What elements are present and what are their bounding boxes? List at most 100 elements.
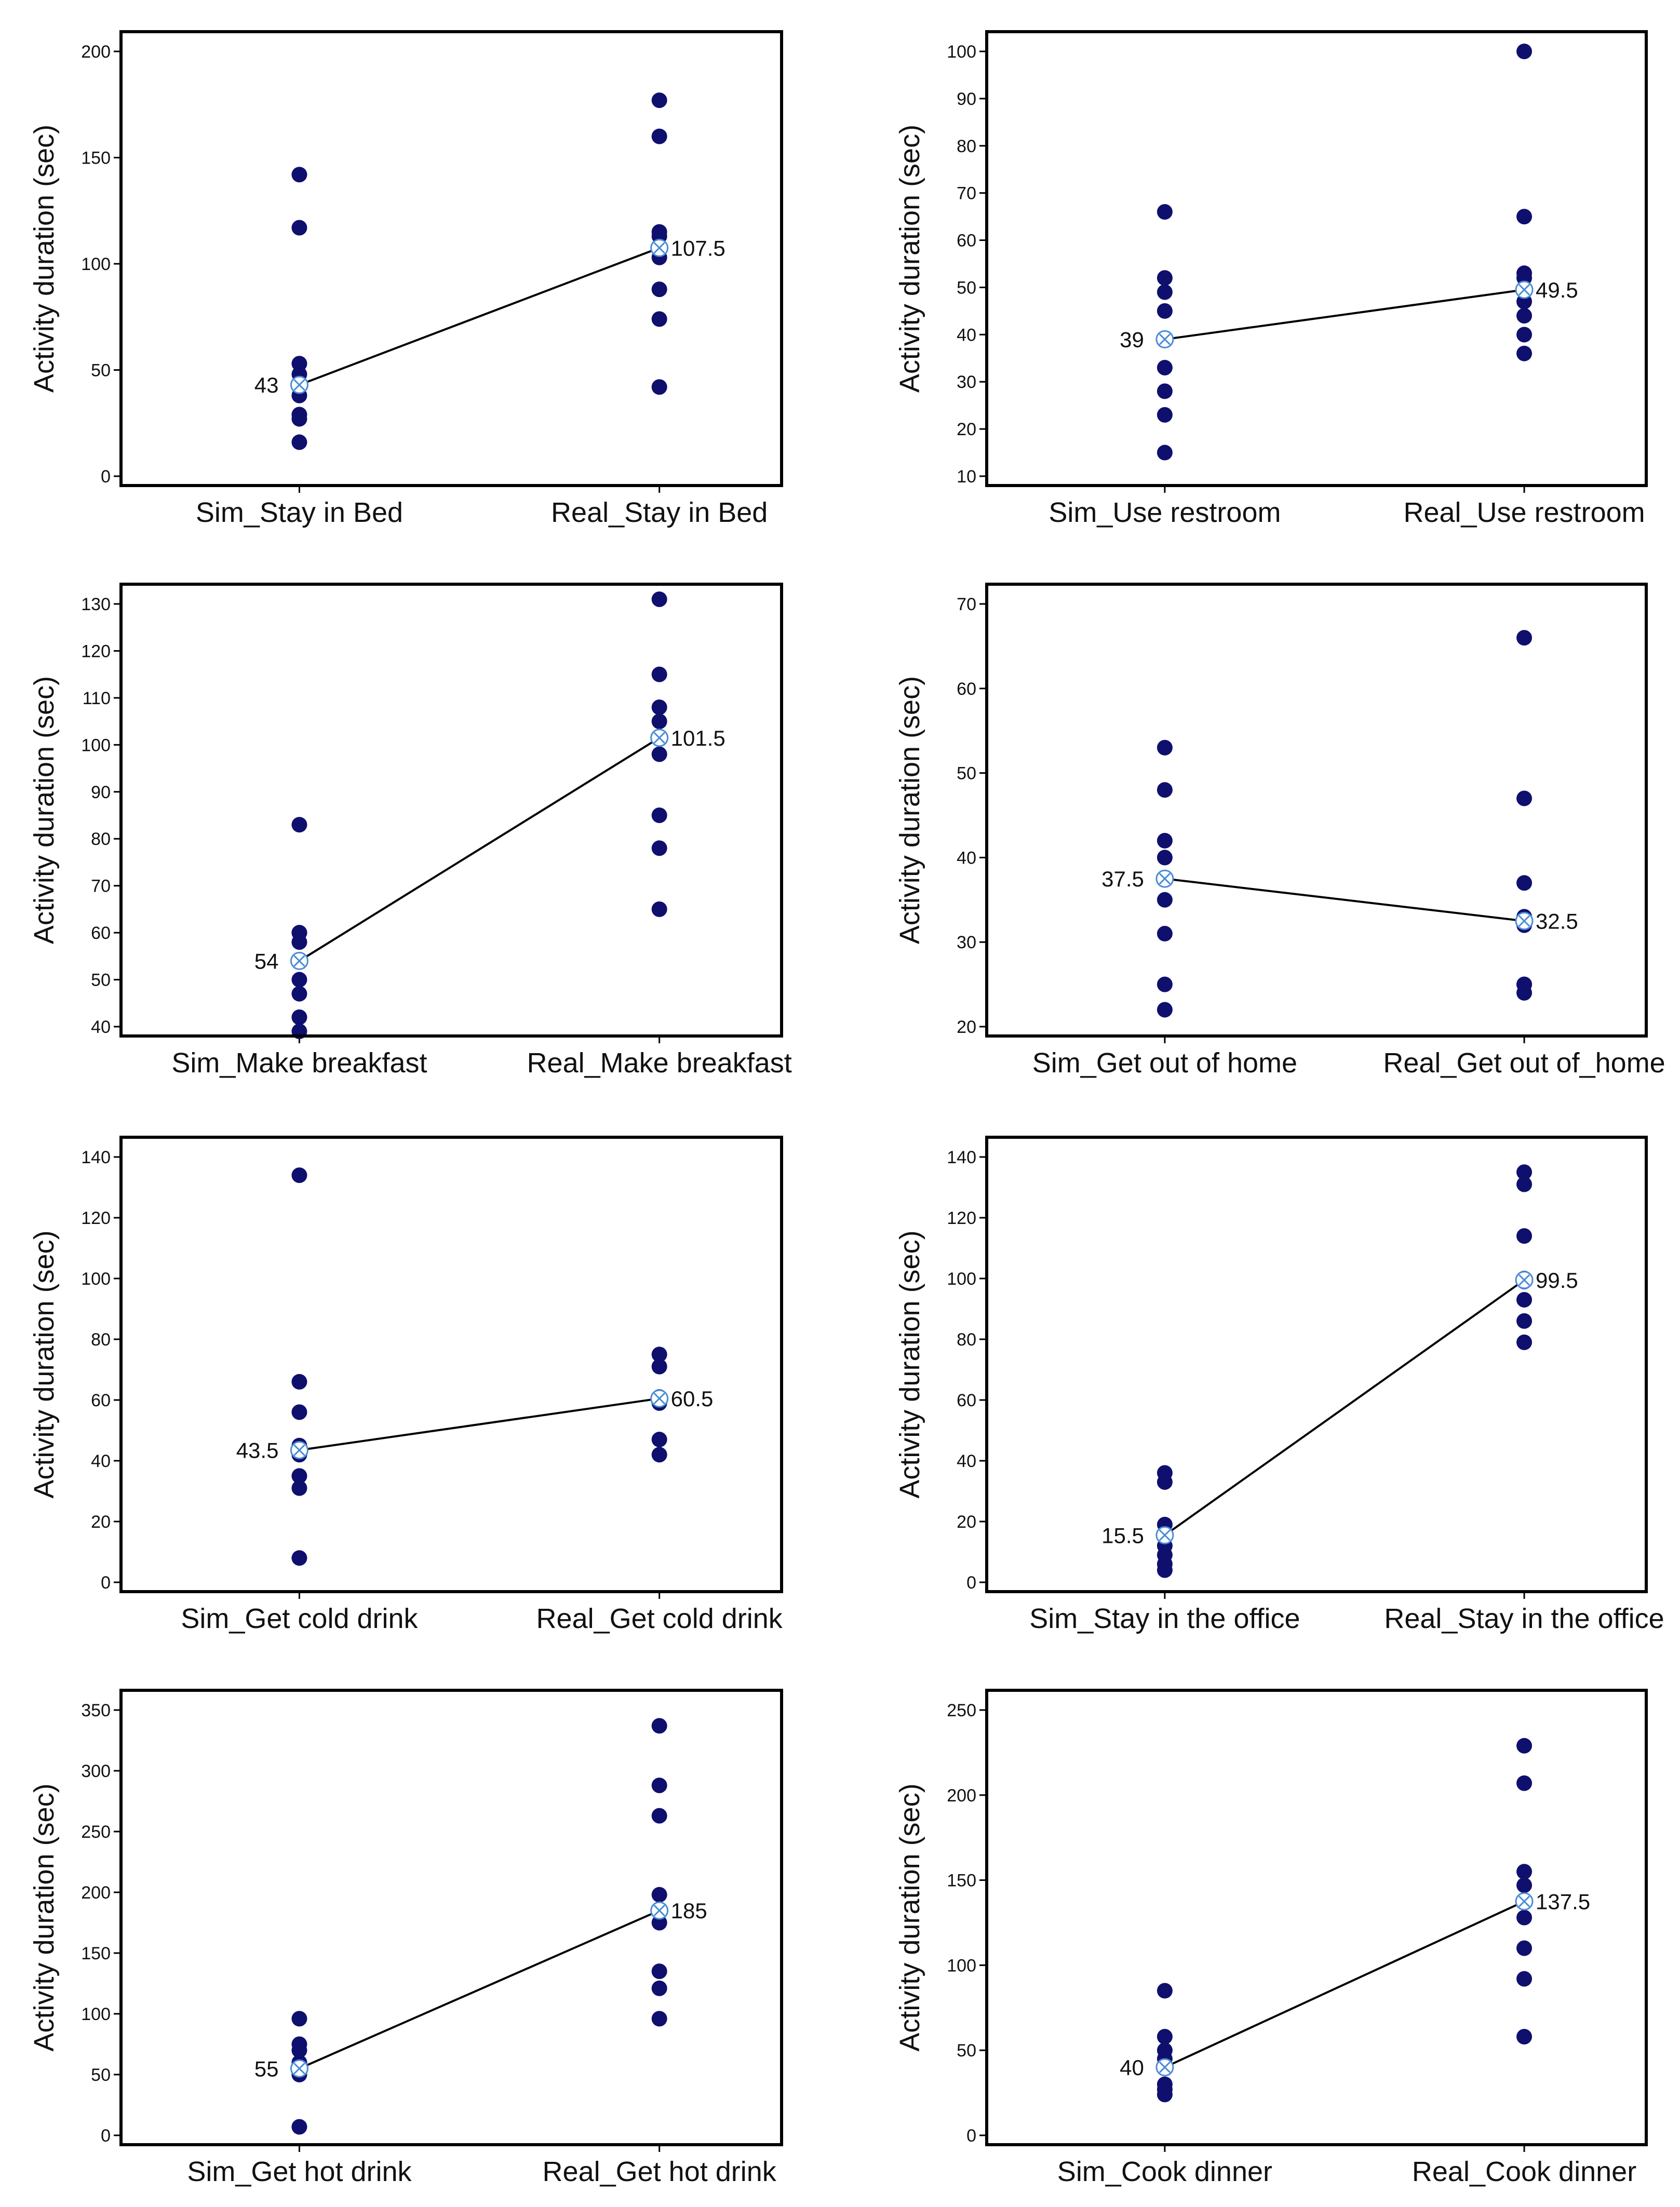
data-point — [1157, 204, 1173, 220]
data-point — [1516, 1940, 1533, 1956]
median-marker-cross — [1159, 1529, 1171, 1541]
median-marker-cross — [1159, 2061, 1171, 2074]
data-point — [1516, 1864, 1533, 1880]
x-category-label: Real_Get cold drink — [536, 1603, 783, 1634]
y-tick-label: 20 — [957, 1512, 976, 1532]
y-axis-label: Activity duration (sec) — [29, 676, 60, 944]
data-point — [291, 220, 307, 236]
median-marker — [1155, 869, 1174, 888]
y-tick-label: 40 — [957, 1451, 976, 1471]
median-marker-cross — [1518, 1895, 1530, 1907]
median-value-label: 49.5 — [1536, 278, 1578, 302]
data-point — [651, 281, 667, 298]
data-point — [291, 986, 307, 1002]
x-category-label: Sim_Cook dinner — [1057, 2156, 1272, 2187]
data-point — [651, 1358, 667, 1375]
data-point — [651, 2011, 667, 2027]
data-point — [651, 311, 667, 327]
median-value-label: 32.5 — [1536, 909, 1578, 934]
y-tick-label: 120 — [81, 641, 111, 661]
x-category-label: Sim_Get cold drink — [181, 1603, 418, 1634]
data-point — [1157, 2087, 1173, 2103]
median-marker-cross — [1159, 333, 1171, 345]
y-tick-label: 40 — [91, 1451, 111, 1471]
y-tick-label: 200 — [947, 1786, 976, 1806]
data-point — [1516, 1228, 1533, 1244]
y-tick-label: 200 — [81, 42, 111, 62]
data-point — [1157, 925, 1173, 941]
y-tick-label: 70 — [91, 877, 111, 896]
median-value-label: 185 — [671, 1899, 707, 1923]
x-category-label: Real_Cook dinner — [1412, 2156, 1636, 2187]
y-tick-label: 140 — [947, 1148, 976, 1167]
data-point — [1157, 850, 1173, 866]
data-point — [1157, 892, 1173, 908]
chart-panel-4: 20 30 40 50 60 70 Sim_Get out of home Real_Get … — [894, 583, 1665, 1079]
median-marker-cross — [653, 242, 665, 254]
y-tick-label: 140 — [81, 1148, 111, 1167]
x-category-label: Real_Get hot drink — [543, 2156, 777, 2187]
data-point — [1516, 630, 1533, 646]
median-marker — [1515, 280, 1534, 299]
y-tick-label: 50 — [91, 2065, 111, 2085]
y-axis-label: Activity duration (sec) — [29, 125, 60, 393]
median-value-label: 43 — [254, 373, 279, 397]
x-category-label: Sim_Stay in the office — [1029, 1603, 1300, 1634]
y-tick-label: 250 — [947, 1701, 976, 1720]
y-tick-label: 80 — [957, 1330, 976, 1350]
median-marker — [290, 1441, 308, 1460]
x-category-label: Sim_Make breakfast — [171, 1047, 427, 1079]
data-point — [651, 1718, 667, 1734]
median-marker-cross — [653, 1393, 665, 1405]
y-tick-label: 100 — [81, 254, 111, 274]
median-marker-cross — [1518, 915, 1530, 927]
data-point — [291, 1167, 307, 1183]
y-axis-label: Activity duration (sec) — [894, 1783, 925, 2051]
data-point — [651, 1980, 667, 1996]
plot-frame — [119, 1689, 783, 2146]
data-point — [1157, 1002, 1173, 1018]
y-tick-label: 30 — [957, 933, 976, 952]
x-category-label: Sim_Get hot drink — [187, 2156, 412, 2187]
median-value-label: 101.5 — [671, 726, 725, 750]
y-tick-label: 10 — [957, 467, 976, 487]
plot-frame — [985, 583, 1648, 1038]
data-point — [1157, 1983, 1173, 1999]
data-point — [1516, 1313, 1533, 1329]
data-point — [1157, 359, 1173, 375]
chart-panel-3: 40 50 60 70 80 90 100 110 120 130 Sim_Make breakfa… — [29, 583, 792, 1079]
data-point — [291, 2042, 307, 2058]
x-category-label: Sim_Use restroom — [1049, 497, 1281, 528]
y-tick-label: 60 — [957, 231, 976, 251]
x-category-label: Real_Stay in Bed — [551, 497, 768, 528]
y-tick-label: 250 — [81, 1822, 111, 1842]
y-tick-label: 50 — [957, 2041, 976, 2061]
y-tick-label: 20 — [957, 1017, 976, 1037]
data-point — [1516, 790, 1533, 806]
median-marker — [290, 375, 308, 394]
median-line — [299, 1909, 660, 2070]
y-tick-label: 70 — [957, 595, 976, 614]
data-point — [1516, 44, 1533, 59]
data-point — [1157, 739, 1173, 756]
y-tick-label: 30 — [957, 372, 976, 392]
y-tick-label: 80 — [91, 829, 111, 849]
data-point — [291, 434, 307, 450]
y-tick-label: 150 — [81, 149, 111, 168]
data-point — [291, 167, 307, 183]
y-tick-label: 300 — [81, 1761, 111, 1781]
data-point — [651, 1778, 667, 1794]
plot-frame — [119, 1136, 783, 1593]
data-point — [651, 699, 667, 715]
y-tick-label: 100 — [81, 735, 111, 755]
median-marker-cross — [293, 379, 305, 391]
y-tick-label: 90 — [91, 783, 111, 802]
data-point — [651, 808, 667, 823]
y-axis-label: Activity duration (sec) — [29, 1230, 60, 1498]
data-point — [651, 666, 667, 682]
y-axis-label: Activity duration (sec) — [894, 1230, 925, 1498]
median-marker-cross — [1159, 873, 1171, 885]
chart-panel-7: 0 50 100 150 200 250 300 350 Sim_Get hot drink Re… — [29, 1689, 783, 2187]
data-point — [651, 901, 667, 917]
data-point — [651, 1347, 667, 1363]
